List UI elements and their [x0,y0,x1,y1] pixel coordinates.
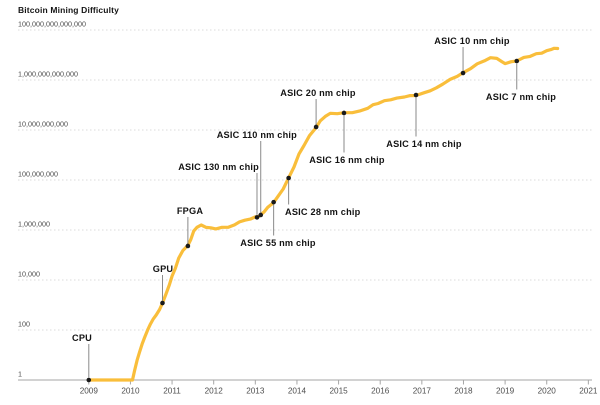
annotation-dot [86,377,92,383]
x-tick-label: 2015 [329,387,348,396]
difficulty-line [87,46,560,382]
x-tick-label: 2019 [496,387,515,396]
y-tick-label: 100,000,000,000,000 [18,20,86,29]
annotation-dot [258,212,264,218]
x-tick-label: 2010 [121,387,140,396]
annotation-label: GPU [153,264,174,274]
annotation-label: ASIC 14 nm chip [386,139,462,149]
chart-title: Bitcoin Mining Difficulty [18,5,120,15]
annotation-dot [286,175,291,181]
x-tick-label: 2014 [288,387,307,396]
annotation-dot [160,300,165,306]
y-tick-label: 10,000,000,000 [18,120,68,129]
annotation-label: CPU [72,333,92,343]
annotation-label: ASIC 130 nm chip [178,162,259,172]
annotation-label: ASIC 28 nm chip [285,207,361,217]
annotation-label: ASIC 10 nm chip [434,36,510,46]
annotation-label: ASIC 55 nm chip [240,238,316,248]
annotation-label: ASIC 110 nm chip [217,130,297,140]
annotation-label: ASIC 7 nm chip [486,92,556,102]
annotation-dot [514,58,520,64]
annotation-label: ASIC 16 nm chip [309,155,385,165]
y-tick-label: 10,000 [18,270,40,279]
x-tick-label: 2013 [246,387,265,396]
annotation-dot [254,215,260,220]
x-tick-label: 2020 [538,387,557,396]
x-tick-label: 2017 [413,387,432,396]
annotation-dot [460,70,466,76]
y-tick-label: 100 [18,320,30,329]
y-tick-label: 100,000,000 [18,170,58,179]
x-tick-label: 2009 [80,387,99,396]
annotation-label: FPGA [177,206,203,216]
annotation-dot [185,243,191,249]
x-tick-label: 2021 [579,387,598,396]
y-tick-label: 1 [18,370,22,379]
x-tick-label: 2018 [454,387,473,396]
y-tick-label: 1,000,000 [18,220,50,229]
x-tick-label: 2011 [163,387,181,396]
annotation-dot [341,110,347,116]
annotation-dot [313,124,319,130]
y-tick-label: 1,000,000,000,000 [18,70,78,79]
annotation-dot [413,92,419,98]
annotation-label: ASIC 20 nm chip [280,88,356,98]
x-tick-label: 2012 [205,387,224,396]
x-tick-label: 2016 [371,387,390,396]
annotation-dot [271,199,276,205]
